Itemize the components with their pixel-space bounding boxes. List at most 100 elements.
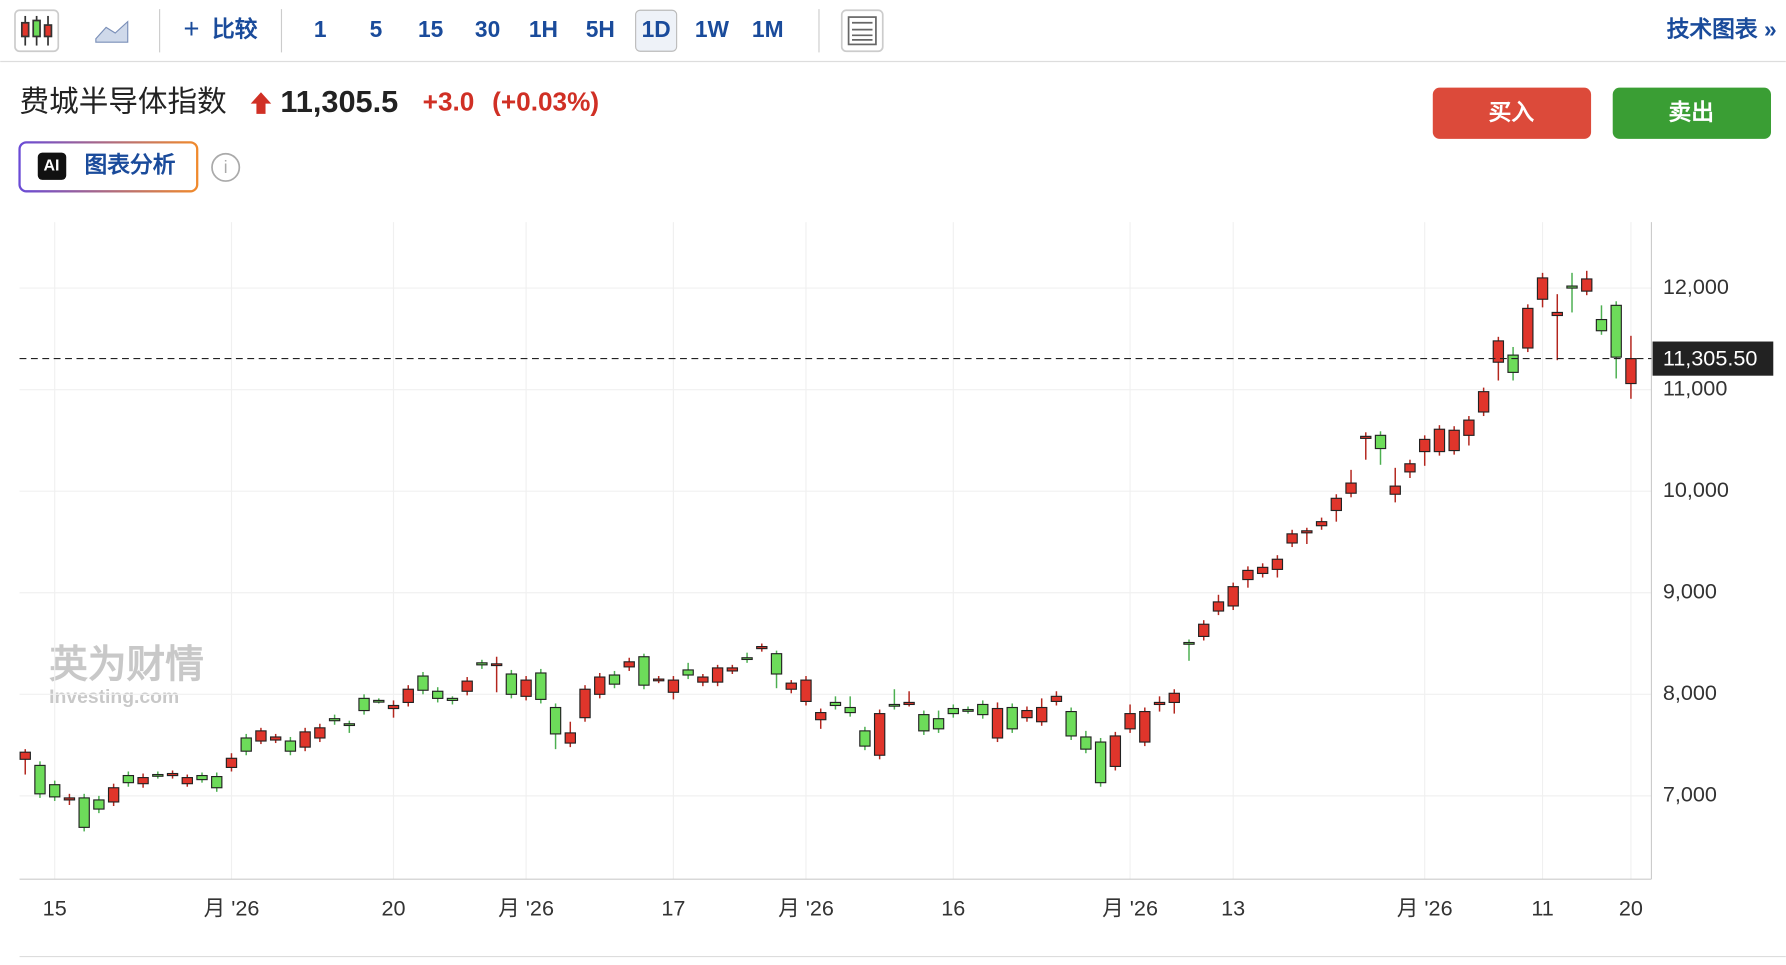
- sell-button[interactable]: [1612, 87, 1772, 139]
- candle-body: [1610, 304, 1622, 358]
- tech-chart-link[interactable]: 技术图表 »: [1667, 16, 1777, 42]
- candle-body: [991, 707, 1004, 739]
- candle-body: [1109, 735, 1122, 767]
- interval-button[interactable]: 1H: [529, 16, 558, 42]
- ai-badge: [37, 152, 67, 180]
- candle-body: [1404, 463, 1416, 473]
- buy-label[interactable]: 买入: [1489, 99, 1535, 125]
- candle-body: [1212, 601, 1225, 612]
- candle-body: [1168, 692, 1180, 704]
- candle-body: [461, 680, 473, 692]
- candle-body: [211, 776, 223, 789]
- candle-body: [741, 657, 753, 661]
- price: 11,305.5: [280, 84, 398, 119]
- interval-button[interactable]: 15: [418, 16, 444, 42]
- compare-button[interactable]: 比较: [212, 16, 258, 42]
- candle-body: [417, 675, 429, 691]
- line-icon[interactable]: [95, 20, 129, 43]
- candle-body: [152, 773, 164, 777]
- candle-body: [358, 697, 370, 712]
- candle-body: [549, 706, 562, 735]
- candle-body: [608, 674, 621, 685]
- x-tick-label: 月 '26: [1102, 896, 1158, 921]
- y-tick-label: 9,000: [1663, 578, 1717, 603]
- sell-label[interactable]: 卖出: [1669, 99, 1715, 125]
- ai-badge-text: AI: [43, 157, 59, 174]
- candle-body: [859, 730, 871, 747]
- info-i: i: [224, 158, 228, 177]
- interval-button[interactable]: 5H: [586, 16, 615, 42]
- x-tick-label: 月 '26: [204, 896, 260, 921]
- interval-button[interactable]: 5: [370, 16, 383, 42]
- candle-body: [446, 697, 459, 701]
- candle-body: [1625, 358, 1637, 385]
- candle-body: [196, 774, 208, 781]
- candle-body: [1242, 569, 1254, 581]
- candle-body: [476, 662, 488, 666]
- candle-body: [402, 688, 414, 704]
- candle-body: [873, 713, 886, 756]
- candle-body: [1256, 566, 1269, 575]
- candle-body: [1124, 713, 1136, 730]
- candle-icon[interactable]: [14, 9, 60, 53]
- interval-button[interactable]: 1W: [695, 16, 730, 42]
- candle-body: [932, 718, 945, 730]
- candle-body: [520, 679, 532, 697]
- candle-body: [78, 797, 90, 828]
- candle-body: [1050, 695, 1063, 702]
- candle-body: [373, 699, 385, 703]
- candle-body: [269, 736, 282, 741]
- candle-body: [1419, 438, 1431, 453]
- candle-body: [505, 673, 518, 695]
- interval-button[interactable]: 1: [314, 16, 327, 42]
- x-tick-label: 17: [661, 896, 685, 921]
- candle-body: [1551, 311, 1563, 317]
- candle-body: [579, 688, 591, 719]
- candle-body: [1448, 429, 1460, 452]
- last-price-tag: [1652, 341, 1774, 376]
- candle-body: [1227, 586, 1239, 607]
- candle-body: [1433, 428, 1446, 453]
- plus-icon[interactable]: +: [184, 13, 200, 44]
- interval-button[interactable]: 1D: [642, 16, 671, 42]
- candle-body: [1315, 521, 1328, 527]
- interval-button[interactable]: 30: [475, 16, 500, 42]
- candle-body: [535, 672, 547, 700]
- candle-body: [962, 708, 974, 712]
- candle-body: [977, 703, 989, 716]
- candle-body: [770, 653, 783, 675]
- candle-body: [947, 707, 959, 715]
- candle-body: [387, 704, 400, 710]
- candle-body: [225, 757, 238, 769]
- candle-body: [299, 731, 311, 748]
- x-tick-label: 13: [1221, 896, 1245, 921]
- candle-body: [432, 690, 444, 699]
- candle-body: [623, 661, 635, 668]
- candle-body: [1360, 435, 1372, 439]
- news-icon[interactable]: [840, 9, 884, 53]
- candle-body: [314, 727, 326, 739]
- candle-body: [652, 678, 665, 682]
- y-tick-label: 8,000: [1663, 680, 1717, 705]
- candle-body: [1139, 711, 1151, 743]
- buy-button[interactable]: [1432, 87, 1592, 139]
- candle-body: [1094, 741, 1107, 784]
- candle-body: [726, 667, 739, 672]
- ai-label[interactable]: 图表分析: [84, 151, 175, 177]
- x-tick-label: 20: [1619, 896, 1643, 921]
- candle-body: [19, 751, 31, 760]
- x-tick-label: 15: [43, 896, 67, 921]
- interval-selected[interactable]: [635, 9, 678, 52]
- y-tick-label: 11,000: [1663, 375, 1728, 400]
- x-tick-label: 16: [941, 896, 965, 921]
- info-icon[interactable]: [211, 152, 241, 182]
- candle-body: [1035, 706, 1048, 723]
- candle-body: [122, 774, 135, 784]
- candle-body: [328, 718, 341, 722]
- interval-button[interactable]: 1M: [752, 16, 784, 42]
- y-tick-label: 10,000: [1663, 477, 1729, 502]
- candle-body: [815, 712, 827, 721]
- instrument-name: 费城半导体指数: [20, 85, 227, 118]
- candle-body: [1463, 419, 1475, 436]
- candle-body: [1566, 285, 1578, 289]
